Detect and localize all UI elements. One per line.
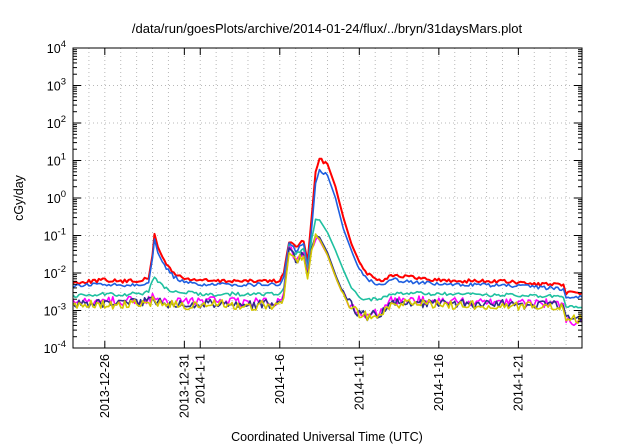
series-lines bbox=[72, 157, 583, 327]
grid bbox=[73, 48, 582, 348]
series-line bbox=[72, 233, 583, 324]
y-tick-label: 103 bbox=[47, 77, 66, 94]
x-tick-label: 2014-1-1 bbox=[193, 354, 207, 404]
series-line bbox=[72, 234, 583, 322]
y-tick-label: 100 bbox=[47, 189, 66, 206]
axis-ticks bbox=[73, 47, 582, 349]
series-line bbox=[72, 168, 583, 299]
y-tick-label: 101 bbox=[47, 152, 66, 169]
x-tick-label: 2014-1-6 bbox=[273, 354, 287, 404]
x-axis-label: Coordinated Universal Time (UTC) bbox=[231, 430, 423, 444]
x-tick-label: 2013-12-26 bbox=[98, 354, 112, 418]
y-tick-label: 10-2 bbox=[44, 264, 66, 281]
chart-title: /data/run/goesPlots/archive/2014-01-24/f… bbox=[132, 21, 523, 36]
y-tick-label: 10-1 bbox=[44, 227, 66, 244]
y-axis-label: cGy/day bbox=[12, 174, 26, 221]
series-line bbox=[72, 157, 583, 296]
y-tick-label: 10-3 bbox=[44, 302, 66, 319]
axis-tick-labels: 10-4 10-3 10-2 10-1 100 101 102 103 104 2013-12-2… bbox=[44, 39, 526, 418]
series-line bbox=[72, 218, 583, 309]
y-tick-label: 10-4 bbox=[44, 339, 66, 356]
x-tick-label: 2014-1-11 bbox=[352, 354, 366, 410]
x-tick-label: 2014-1-21 bbox=[511, 354, 525, 411]
y-tick-label: 102 bbox=[47, 114, 66, 131]
x-tick-label: 2013-12-31 bbox=[177, 354, 191, 418]
x-tick-label: 2014-1-16 bbox=[432, 354, 446, 411]
y-tick-label: 104 bbox=[47, 39, 66, 56]
